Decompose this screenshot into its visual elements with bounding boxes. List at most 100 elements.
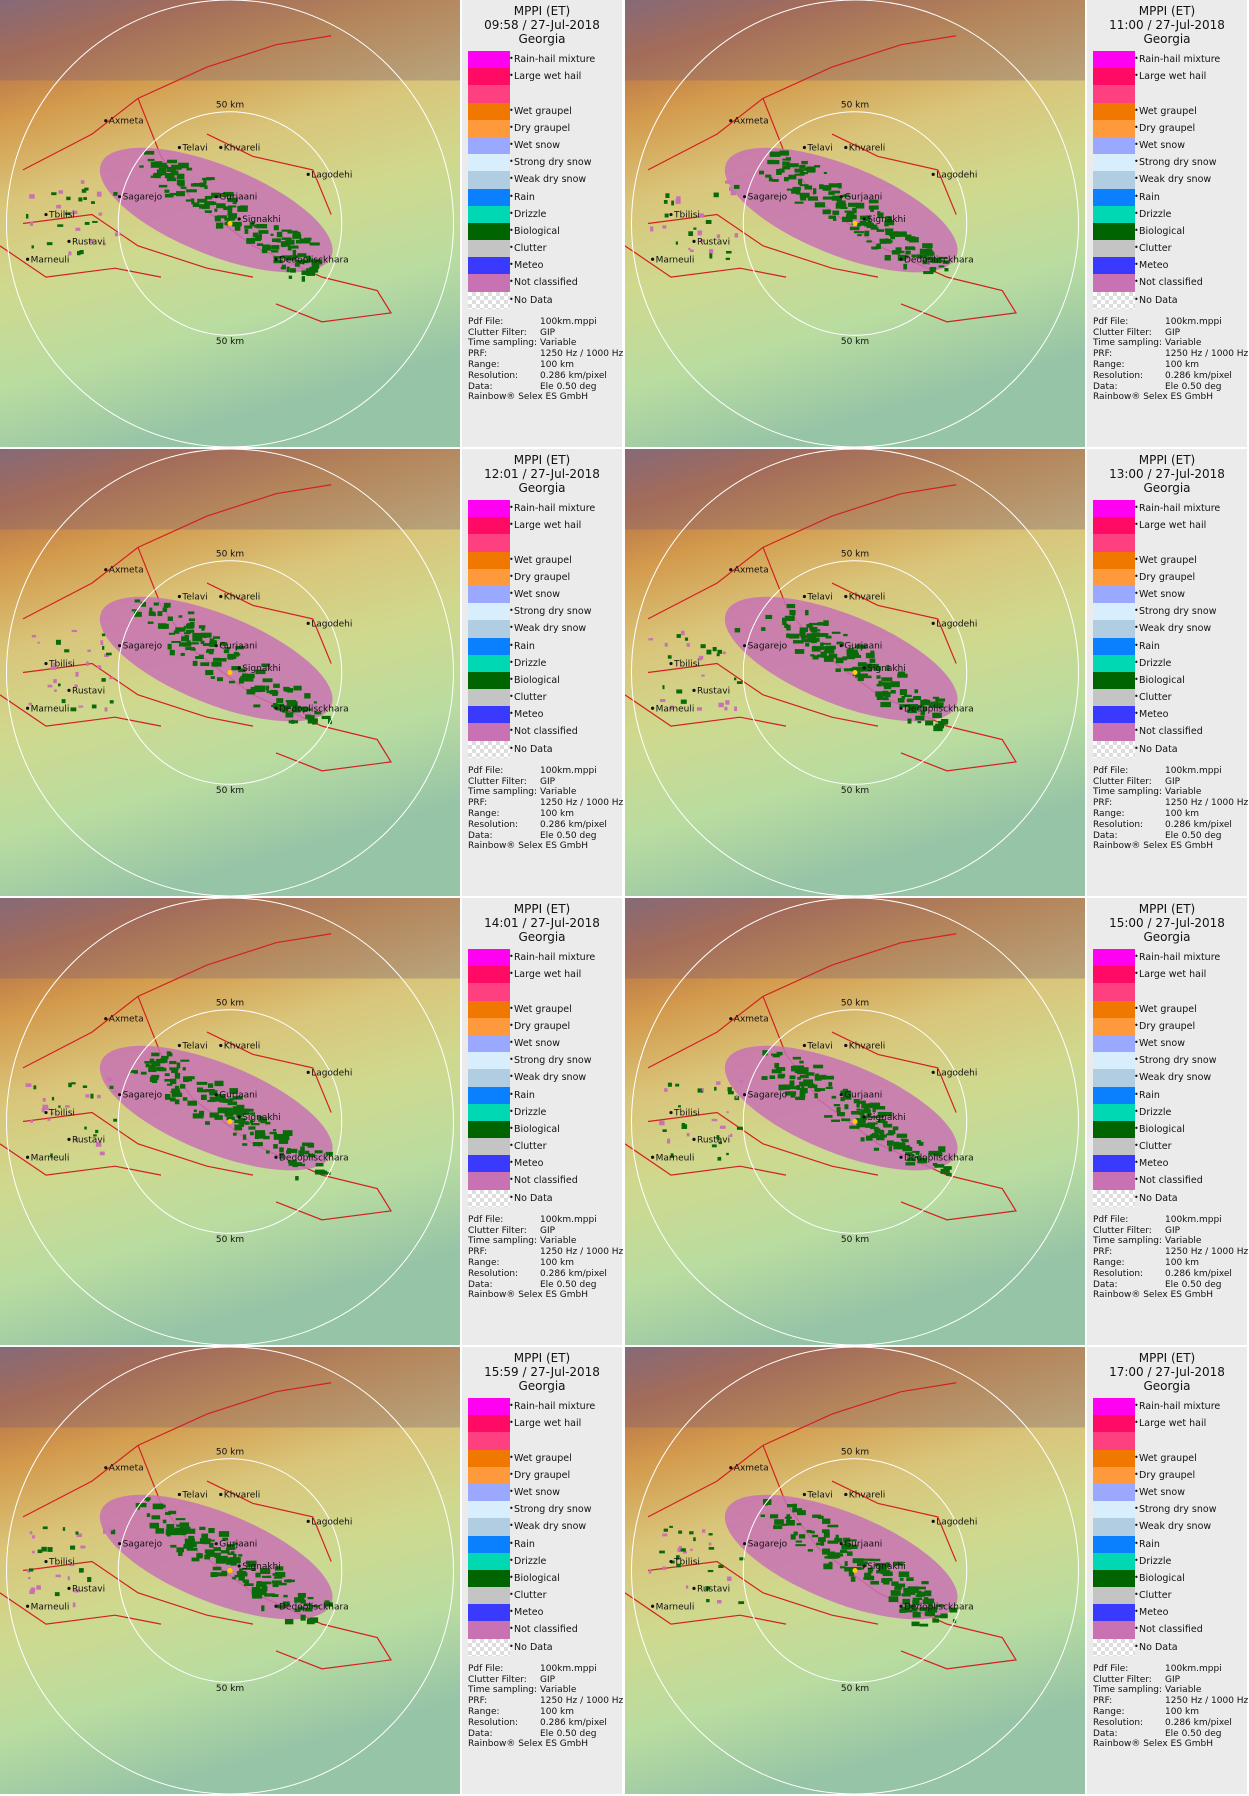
info-block: Pdf File:100km.mppiClutter Filter:GIPTim… [1093, 1215, 1247, 1301]
legend-rows: Rain-hail mixtureLarge wet hailWet graup… [1087, 51, 1247, 309]
town-label: Sagarejo [748, 1540, 788, 1550]
biological-echo [815, 1088, 821, 1092]
biological-echo [833, 218, 836, 221]
legend-swatch [468, 1604, 510, 1621]
legend-row: No Data [1087, 741, 1247, 758]
biological-echo [211, 1572, 218, 1577]
info-key: Rainbow® Selex ES GmbH [468, 1739, 588, 1749]
biological-echo [144, 151, 154, 155]
biological-echo [886, 1133, 894, 1135]
biological-echo [205, 1121, 210, 1125]
legend-swatch [1093, 552, 1135, 569]
info-key: Pdf File: [468, 317, 540, 328]
info-key: Rainbow® Selex ES GmbH [1093, 1290, 1213, 1300]
biological-echo [154, 1077, 159, 1080]
legend-label: Dry graupel [514, 1021, 570, 1032]
town-label: Tbilisi [48, 1558, 75, 1568]
echo-speck [92, 705, 97, 709]
info-value: 0.286 km/pixel [1165, 371, 1232, 381]
echo-speck [698, 230, 702, 235]
panel-title: MPPI (ET) [1087, 902, 1247, 916]
town-label: Rustavi [72, 1135, 105, 1145]
info-line: Resolution:0.286 km/pixel [468, 371, 622, 382]
biological-echo [924, 1597, 928, 1601]
legend-row: Drizzle [462, 655, 622, 672]
info-key: Rainbow® Selex ES GmbH [1093, 1739, 1213, 1749]
biological-echo [803, 1079, 813, 1083]
legend-label: Weak dry snow [1139, 623, 1211, 634]
biological-echo [866, 240, 871, 242]
echo-speck [735, 233, 738, 237]
echo-speck [47, 1118, 50, 1120]
biological-echo [201, 1095, 207, 1100]
legend-label: No Data [514, 1193, 553, 1204]
biological-echo [214, 1081, 223, 1086]
info-value: Variable [540, 338, 576, 348]
biological-echo [146, 1499, 150, 1501]
legend-label: Wet graupel [514, 1453, 572, 1464]
legend-swatch [468, 638, 510, 655]
biological-echo [791, 189, 796, 193]
biological-echo [249, 674, 255, 679]
biological-echo [823, 620, 828, 626]
echo-speck [54, 689, 57, 692]
echo-speck [709, 1543, 712, 1546]
range-label: 50 km [216, 998, 244, 1008]
legend-swatch [1093, 120, 1135, 137]
town-dot [899, 1156, 902, 1159]
echo-speck [726, 258, 730, 260]
range-label: 50 km [841, 786, 869, 796]
biological-echo [799, 1061, 803, 1064]
echo-speck [709, 249, 713, 254]
info-line: Time sampling:Variable [1093, 1685, 1247, 1696]
town-label: Dedoplisckhara [279, 1153, 349, 1163]
town-label: Dedoplisckhara [904, 1153, 974, 1163]
info-line: Range:100 km [468, 1258, 622, 1269]
biological-echo [859, 1112, 865, 1115]
biological-echo [200, 662, 209, 666]
info-line: Rainbow® Selex ES GmbH [1093, 392, 1247, 403]
info-key: Time sampling: [1093, 1236, 1165, 1247]
legend-swatch [468, 706, 510, 723]
biological-echo [242, 1580, 248, 1583]
legend-label: Large wet hail [1139, 969, 1206, 980]
biological-echo [283, 1595, 287, 1598]
legend-swatch [468, 1398, 510, 1415]
info-key: Time sampling: [468, 787, 540, 798]
panel-title: MPPI (ET) [1087, 4, 1247, 18]
echo-speck [102, 646, 104, 650]
legend-row: Drizzle [462, 1104, 622, 1121]
biological-echo [805, 643, 809, 647]
echo-speck [84, 1127, 87, 1130]
info-value: GIP [1165, 1675, 1180, 1685]
echo-speck [106, 653, 112, 656]
biological-echo [821, 1075, 827, 1080]
town-label: Axmeta [734, 566, 769, 576]
biological-echo [242, 1143, 247, 1146]
legend-swatch [1093, 1155, 1135, 1172]
town-label: Telavi [806, 1042, 832, 1052]
legend-swatch [468, 1069, 510, 1086]
echo-speck [728, 1091, 734, 1094]
biological-echo [180, 1084, 185, 1088]
legend-swatch [1093, 103, 1135, 120]
town-dot [669, 213, 672, 216]
echo-speck [724, 707, 727, 711]
info-line: Resolution:0.286 km/pixel [1093, 371, 1247, 382]
biological-echo [772, 1069, 780, 1073]
info-value: 1250 Hz / 1000 Hz [540, 1696, 623, 1706]
biological-echo [208, 1083, 213, 1088]
biological-echo [238, 1554, 242, 1556]
biological-echo [171, 641, 181, 643]
biological-echo [849, 1126, 859, 1129]
echo-speck [113, 1091, 118, 1093]
biological-echo [286, 1579, 291, 1582]
legend-swatch [1093, 206, 1135, 223]
biological-echo [203, 1538, 211, 1544]
info-line: Data:Ele 0.50 deg [1093, 382, 1247, 393]
biological-echo [232, 222, 241, 227]
biological-echo [874, 1148, 879, 1151]
biological-echo [183, 1067, 186, 1070]
legend-row: Large wet hail [462, 517, 622, 534]
echo-speck [712, 1119, 718, 1121]
